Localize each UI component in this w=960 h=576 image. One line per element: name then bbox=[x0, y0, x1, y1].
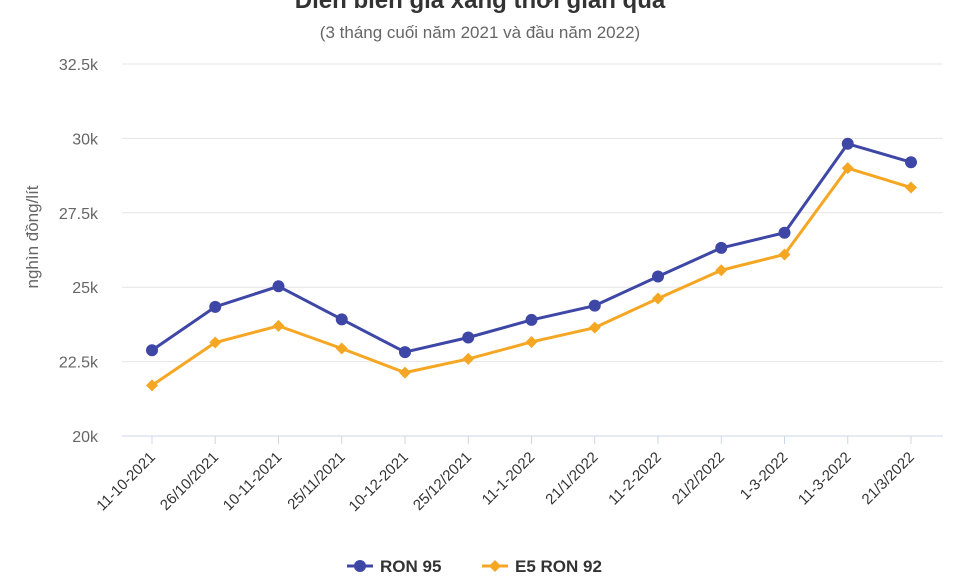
x-tick-label: 21/2/2022 bbox=[669, 449, 728, 508]
data-point[interactable] bbox=[146, 344, 158, 357]
y-tick-label: 20k bbox=[72, 429, 99, 446]
data-point[interactable] bbox=[905, 181, 917, 194]
legend-item-2[interactable]: E5 RON 92 bbox=[482, 557, 602, 576]
x-tick-label: 11-1-2022 bbox=[479, 449, 539, 509]
x-tick-label: 11-3-2022 bbox=[795, 449, 855, 509]
y-tick-label: 25k bbox=[72, 280, 99, 297]
data-point[interactable] bbox=[209, 300, 222, 313]
legend: RON 95 E5 RON 92 bbox=[347, 557, 602, 576]
x-tick-label: 25/12/2021 bbox=[410, 449, 475, 514]
data-point[interactable] bbox=[462, 331, 475, 344]
x-tick-label: 26/10/2021 bbox=[157, 449, 222, 514]
x-tick-label: 11-2-2022 bbox=[605, 449, 665, 509]
data-point[interactable] bbox=[272, 280, 285, 293]
series-line bbox=[150, 166, 913, 387]
y-axis-title: nghìn đồng/lít bbox=[23, 185, 42, 288]
x-tick-label: 25/11/2021 bbox=[284, 449, 348, 513]
data-point[interactable] bbox=[652, 292, 664, 305]
legend-label: E5 RON 92 bbox=[515, 557, 602, 576]
series-layer bbox=[146, 137, 917, 392]
y-tick-label: 32.5k bbox=[59, 57, 99, 74]
x-tick-label: 10-12-2021 bbox=[346, 449, 412, 515]
data-point[interactable] bbox=[462, 352, 475, 365]
data-point[interactable] bbox=[652, 270, 664, 283]
grid-lines bbox=[122, 63, 943, 437]
data-point[interactable] bbox=[588, 321, 601, 334]
x-tick-label: 21/1/2022 bbox=[542, 449, 601, 508]
y-tick-label: 27.5k bbox=[59, 206, 99, 223]
x-tick-label: 21/3/2022 bbox=[859, 449, 918, 508]
chart-subtitle: (3 tháng cuối năm 2021 và đầu năm 2022) bbox=[319, 23, 641, 42]
series-1 bbox=[146, 137, 917, 359]
data-point[interactable] bbox=[525, 313, 538, 326]
x-axis-ticks: 11-10-202126/10/202110-11-202125/11/2021… bbox=[93, 436, 918, 515]
data-point[interactable] bbox=[841, 162, 854, 175]
data-point[interactable] bbox=[841, 137, 854, 150]
data-point[interactable] bbox=[715, 264, 728, 277]
data-point[interactable] bbox=[146, 379, 158, 392]
x-tick-label: 10-11-2021 bbox=[220, 449, 285, 514]
data-point[interactable] bbox=[778, 226, 791, 239]
data-point[interactable] bbox=[272, 319, 285, 332]
data-point[interactable] bbox=[778, 248, 791, 261]
chart-title: Diễn biến giá xăng thời gian qua bbox=[294, 0, 666, 14]
data-point[interactable] bbox=[588, 299, 601, 312]
legend-label: RON 95 bbox=[380, 557, 441, 576]
data-point[interactable] bbox=[905, 156, 917, 169]
data-point[interactable] bbox=[335, 313, 348, 326]
y-axis-ticks: 20k 22.5k 25k 27.5k 30k 32.5k bbox=[59, 57, 99, 446]
data-point[interactable] bbox=[715, 241, 728, 254]
data-point[interactable] bbox=[399, 366, 411, 379]
legend-marker bbox=[354, 560, 366, 572]
y-tick-label: 30k bbox=[72, 131, 99, 148]
data-point[interactable] bbox=[209, 336, 222, 349]
x-tick-label: 1-3-2022 bbox=[737, 449, 791, 503]
y-tick-label: 22.5k bbox=[59, 355, 99, 372]
data-point[interactable] bbox=[525, 335, 538, 348]
legend-item-1[interactable]: RON 95 bbox=[347, 557, 441, 576]
series-2 bbox=[146, 162, 917, 392]
data-point[interactable] bbox=[399, 346, 411, 359]
legend-marker bbox=[489, 560, 501, 572]
x-tick-label: 11-10-2021 bbox=[93, 449, 158, 514]
data-point[interactable] bbox=[335, 342, 348, 355]
